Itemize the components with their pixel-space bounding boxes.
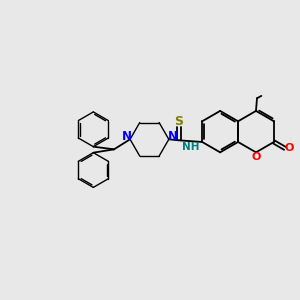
Text: NH: NH [182,142,200,152]
Text: O: O [251,152,261,162]
Text: N: N [122,130,131,143]
Text: O: O [285,143,294,153]
Text: S: S [174,116,183,128]
Text: N: N [167,130,178,143]
